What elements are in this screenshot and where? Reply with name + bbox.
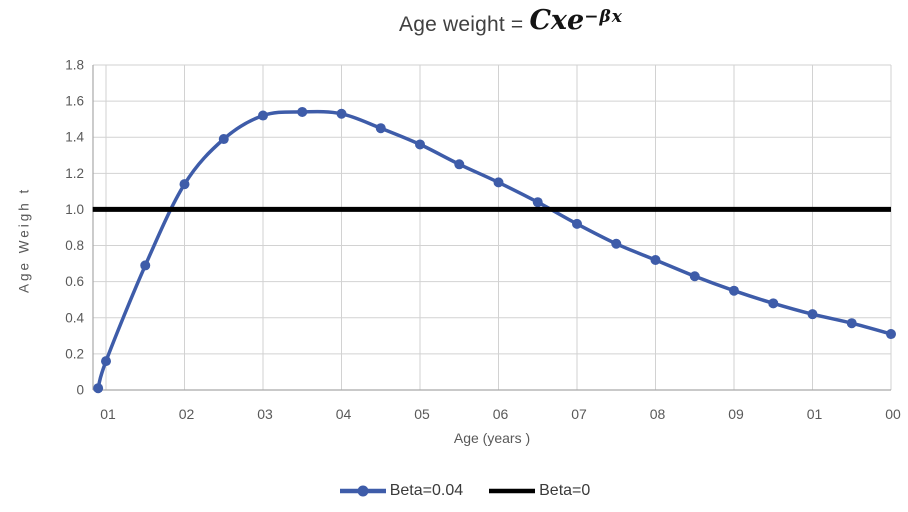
y-tick-label: 1.0	[65, 202, 84, 217]
x-tick-label: 01	[807, 406, 823, 422]
formula-exponent: −βx	[584, 7, 623, 27]
y-axis-title: Age Weigh t	[16, 186, 32, 294]
x-tick-label: 06	[493, 406, 509, 422]
data-point-marker	[140, 260, 151, 271]
legend-line-sample	[489, 488, 536, 494]
data-point-marker	[689, 271, 700, 282]
legend-item: Beta=0	[489, 482, 590, 500]
y-tick-label: 0.6	[65, 274, 84, 289]
data-point-marker	[650, 255, 661, 265]
y-tick-label: 0.8	[65, 238, 84, 253]
legend-item: Beta=0.04	[339, 482, 464, 500]
data-point-marker	[611, 238, 622, 249]
data-point-marker	[101, 356, 111, 367]
y-tick-label: 0.4	[65, 310, 84, 325]
chart-title-text: Age weight =	[399, 13, 530, 36]
legend-line-sample	[339, 485, 386, 497]
y-tick-label: 0.2	[65, 346, 84, 361]
x-tick-label: 09	[728, 406, 744, 422]
x-tick-label: 04	[336, 406, 352, 422]
x-tick-label: 02	[179, 406, 195, 422]
data-point-marker	[454, 159, 465, 170]
data-point-marker	[415, 139, 425, 150]
data-point-marker	[297, 106, 308, 117]
data-point-marker	[218, 134, 229, 145]
y-tick-label: 1.8	[65, 58, 84, 73]
data-point-marker	[807, 309, 818, 320]
legend-label: Beta=0	[539, 482, 591, 499]
y-tick-label: 0	[76, 383, 84, 398]
y-tick-label: 1.6	[65, 94, 84, 109]
x-tick-label: 01	[100, 406, 116, 422]
legend: Beta=0.04 Beta=0	[11, 482, 908, 500]
data-point-marker	[179, 179, 190, 190]
data-point-marker	[886, 329, 896, 340]
x-tick-label: 07	[571, 406, 587, 422]
series-line-Beta=0.04	[96, 109, 892, 389]
data-point-marker	[729, 285, 739, 296]
data-point-marker	[768, 298, 779, 309]
x-tick-label: 03	[257, 406, 273, 422]
legend-label: Beta=0.04	[389, 482, 464, 499]
chart-title: Age weight = Cxe −βx	[399, 5, 623, 37]
data-point-marker	[375, 123, 386, 134]
data-point-marker	[846, 318, 857, 329]
data-point-marker	[572, 218, 582, 229]
legend-marker	[357, 485, 369, 497]
formula-base: Cxe	[529, 5, 585, 36]
data-point-marker	[93, 383, 104, 394]
x-tick-label: 08	[650, 406, 666, 422]
data-point-marker	[493, 177, 504, 188]
data-point-marker	[336, 108, 347, 119]
x-axis-title: Age (years )	[453, 430, 531, 446]
y-tick-label: 1.4	[65, 130, 84, 145]
data-point-marker	[258, 110, 268, 121]
x-tick-label: 05	[414, 406, 430, 422]
y-tick-label: 1.2	[65, 166, 84, 181]
data-point-marker	[532, 197, 543, 208]
chart-title-formula: Cxe −βx	[529, 5, 622, 37]
x-tick-label: 00	[885, 406, 901, 422]
